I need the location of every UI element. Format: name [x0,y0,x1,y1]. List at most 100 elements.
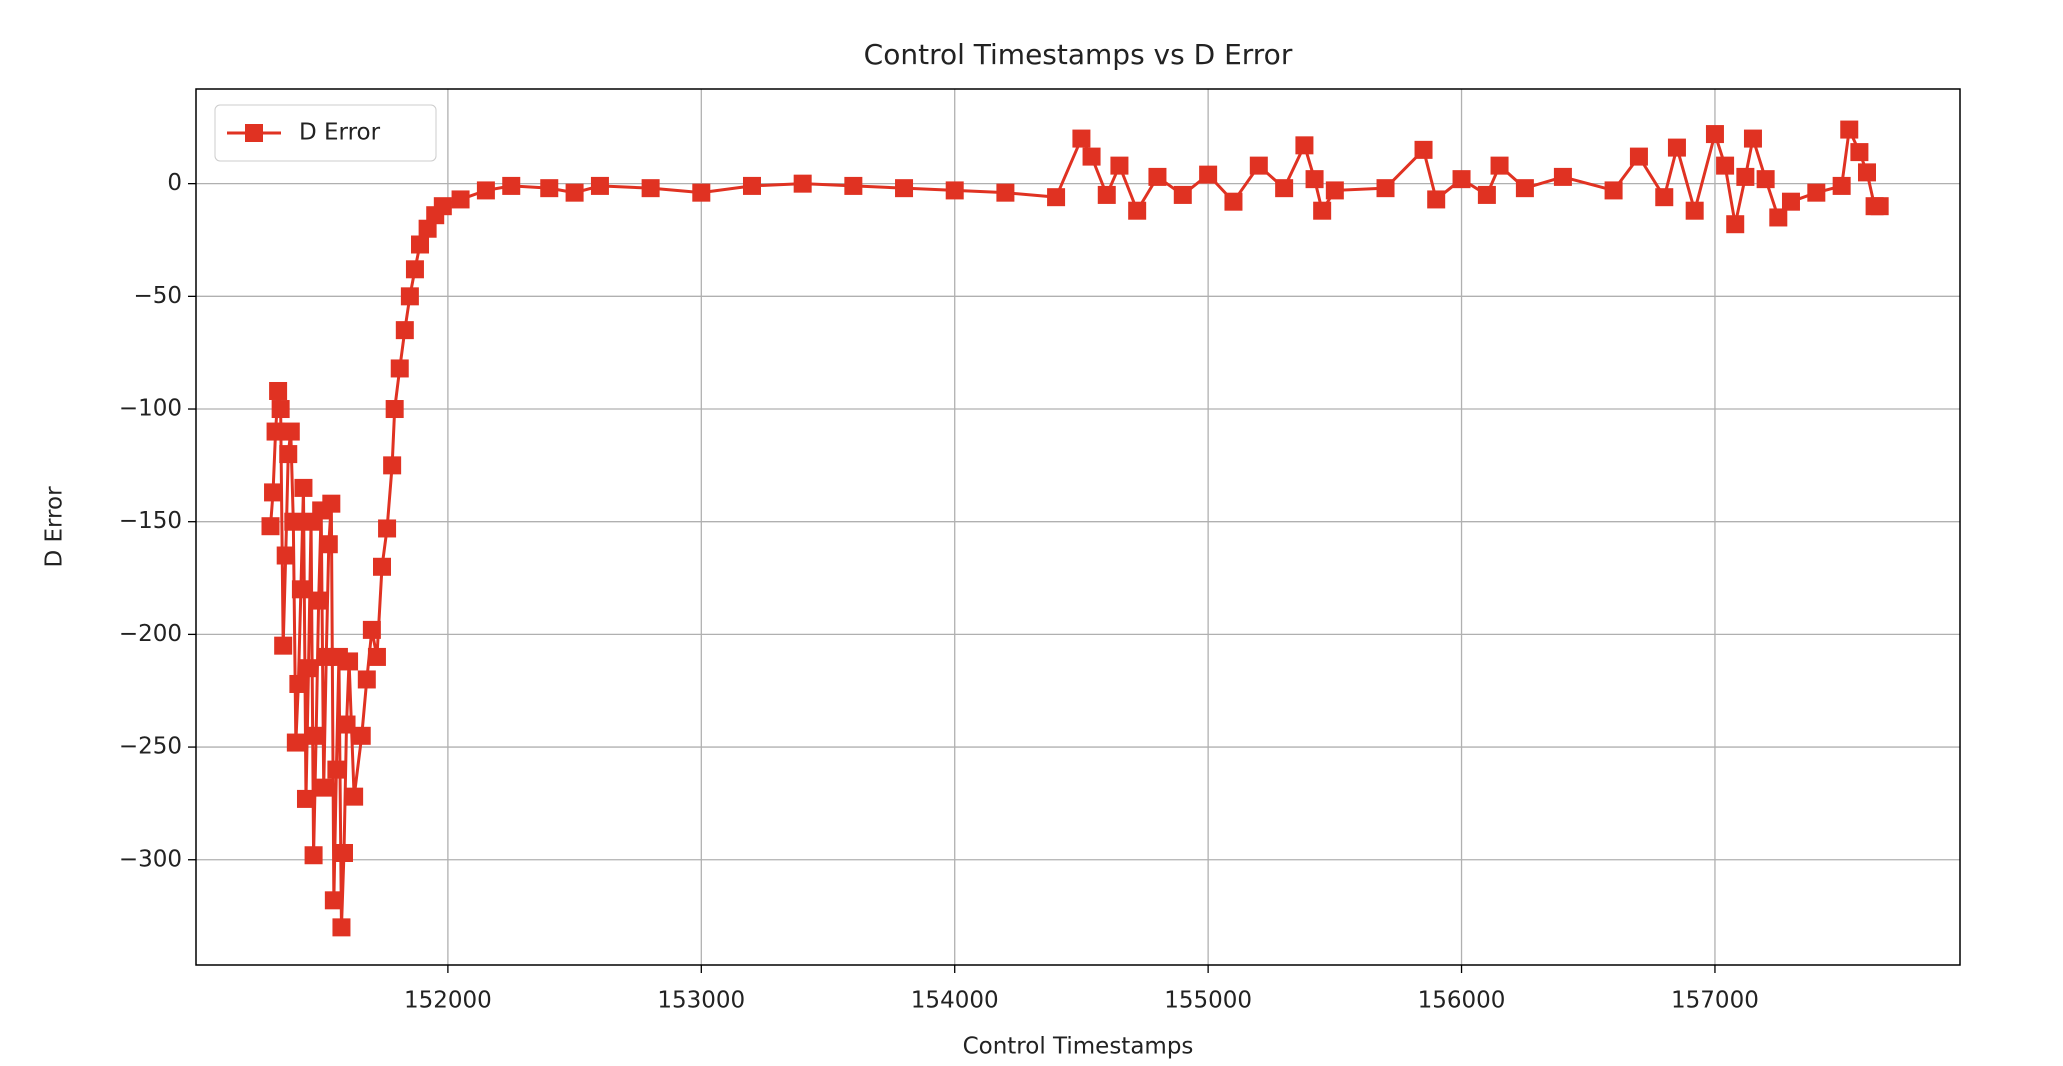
data-marker [1452,170,1471,189]
data-marker [304,846,323,865]
data-marker [284,512,303,531]
data-marker [319,535,338,554]
x-tick-label: 154000 [911,988,999,1014]
data-marker [1249,156,1268,175]
data-marker [1295,136,1314,155]
y-tick-label: −150 [119,508,182,534]
data-marker [540,179,559,198]
data-marker [266,422,285,441]
data-marker [793,174,812,193]
data-marker [271,400,290,419]
y-tick-label: −250 [119,734,182,760]
x-tick-label: 157000 [1671,988,1759,1014]
data-marker [373,557,392,576]
data-marker [742,176,761,195]
data-marker [322,494,341,513]
data-marker [433,197,452,216]
data-marker [1743,129,1762,148]
data-marker [1870,197,1889,216]
data-marker [378,519,397,538]
data-marker [1685,201,1704,220]
x-tick-label: 155000 [1164,988,1252,1014]
data-marker [332,918,351,937]
y-tick-label: −200 [119,621,182,647]
data-marker [264,483,283,502]
data-marker [1781,192,1800,211]
data-marker [844,176,863,195]
grid: 152000 153000 154000 155000 156000 157000 −300… [119,89,1960,1014]
y-tick-label: −100 [119,396,182,422]
data-marker [1173,185,1192,204]
data-marker [279,445,298,464]
data-marker [1224,192,1243,211]
data-marker [299,659,318,678]
data-marker [307,726,326,745]
data-marker [565,183,584,202]
data-marker [276,546,295,565]
data-marker [1097,185,1116,204]
y-tick-label: −50 [133,283,182,309]
data-marker [309,591,328,610]
data-marker [362,620,381,639]
axes-frame [195,88,1961,966]
data-marker [1726,215,1745,234]
data-marker [945,181,964,200]
data-marker [294,478,313,497]
data-marker [400,287,419,306]
legend-marker [245,124,263,142]
legend-label: D Error [299,120,381,146]
data-marker [590,176,609,195]
data-marker [451,190,470,209]
plot-area [261,120,1889,937]
x-tick-label: 152000 [404,988,492,1014]
data-marker [1655,188,1674,207]
data-marker [334,843,353,862]
data-marker [996,183,1015,202]
data-marker [1148,167,1167,186]
legend-box [214,104,437,162]
x-tick-label: 156000 [1418,988,1506,1014]
chart-title: Control Timestamps vs D Error [864,38,1293,71]
data-marker [476,181,495,200]
data-marker [1313,201,1332,220]
data-marker [1082,147,1101,166]
data-marker [1414,140,1433,159]
data-marker [367,647,386,666]
data-marker [281,422,300,441]
data-marker [1769,208,1788,227]
data-marker [1110,156,1129,175]
data-marker [1716,156,1735,175]
data-marker [1667,138,1686,157]
data-marker [352,726,371,745]
data-marker [405,260,424,279]
data-marker [1047,188,1066,207]
data-marker [1072,129,1091,148]
data-marker [1840,120,1859,139]
data-marker [1275,179,1294,198]
data-marker [314,778,333,797]
data-marker [274,636,293,655]
data-marker [327,760,346,779]
data-marker [1199,165,1218,184]
data-marker [296,789,315,808]
data-marker [418,219,437,238]
data-marker [345,787,364,806]
data-marker [1705,125,1724,144]
x-tick-label: 153000 [657,988,745,1014]
data-marker [1832,176,1851,195]
data-marker [1128,201,1147,220]
data-marker [1857,163,1876,182]
data-marker [383,456,402,475]
data-marker [289,674,308,693]
data-marker [395,321,414,340]
data-marker [895,179,914,198]
data-marker [337,715,356,734]
data-marker [1515,179,1534,198]
data-marker [291,580,310,599]
y-tick-label: 0 [167,170,182,196]
data-marker [1427,190,1446,209]
data-marker [385,400,404,419]
data-marker [1807,183,1826,202]
data-marker [286,733,305,752]
